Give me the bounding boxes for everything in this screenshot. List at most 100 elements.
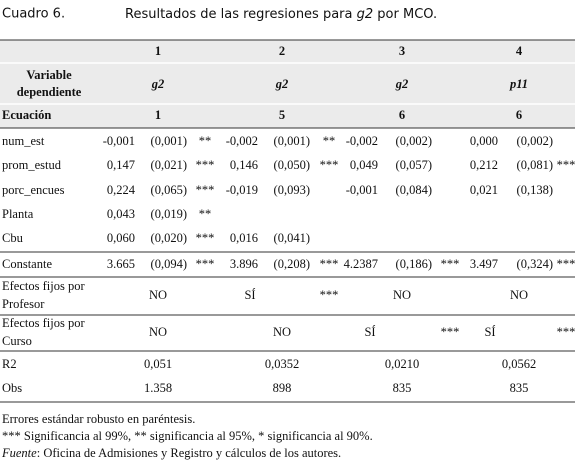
standard-error: (0,019) [151, 207, 187, 221]
fixed-effect-value: NO [149, 288, 167, 302]
equation-number: 6 [399, 108, 405, 122]
standard-error: (0,081) [517, 158, 553, 172]
significance: *** [196, 257, 215, 271]
coefficient: 0,000 [470, 134, 498, 148]
significance: *** [557, 325, 575, 339]
coefficient: -0,002 [346, 134, 378, 148]
row-label: porc_encues [2, 183, 65, 197]
row-label: R2 [2, 357, 17, 371]
row-label: Efectos fijos por [2, 316, 85, 330]
standard-error: (0,041) [274, 231, 310, 245]
coefficient: -0,001 [346, 183, 378, 197]
statistic: 898 [273, 381, 292, 395]
standard-error: (0,084) [396, 183, 432, 197]
coefficient: 0,224 [107, 183, 136, 197]
significance: *** [557, 257, 575, 271]
standard-error: (0,020) [151, 231, 187, 245]
standard-error: (0,186) [396, 257, 432, 271]
coefficient: 3.896 [230, 257, 258, 271]
column-number: 3 [399, 44, 405, 58]
dependent-variable: g2 [275, 77, 289, 91]
column-number: 4 [516, 44, 523, 58]
standard-error: (0,324) [517, 257, 553, 271]
significance: *** [441, 257, 460, 271]
standard-error: (0,208) [274, 257, 310, 271]
coefficient: 0,147 [107, 158, 135, 172]
statistic: 0,0562 [502, 357, 536, 371]
standard-error: (0,001) [274, 134, 310, 148]
header-band [0, 40, 575, 128]
fixed-effect-value: NO [393, 288, 411, 302]
row-label: Profesor [2, 297, 45, 311]
row-label: num_est [2, 134, 45, 148]
significance: ** [199, 134, 212, 148]
note: Errores estándar robusto en paréntesis. [2, 412, 195, 426]
fixed-effect-value: NO [273, 325, 291, 339]
fixed-effect-value: SÍ [244, 288, 255, 302]
standard-error: (0,093) [274, 183, 310, 197]
standard-error: (0,138) [517, 183, 553, 197]
coefficient: 0,021 [470, 183, 498, 197]
dependent-variable: p11 [509, 77, 528, 91]
standard-error: (0,065) [151, 183, 187, 197]
coefficient: -0,002 [226, 134, 258, 148]
table-title: Resultados de las regresiones para g2 po… [125, 7, 437, 22]
standard-error: (0,021) [151, 158, 187, 172]
significance: *** [320, 288, 339, 302]
significance: *** [320, 158, 339, 172]
coefficient: 0,049 [350, 158, 378, 172]
source-note: Fuente: Oficina de Admisiones y Registro… [1, 446, 341, 460]
row-label: Cbu [2, 231, 24, 245]
significance: *** [196, 231, 215, 245]
standard-error: (0,057) [396, 158, 432, 172]
coefficient: 4.2387 [344, 257, 378, 271]
row-label: Planta [2, 207, 34, 221]
header-label: dependiente [17, 85, 82, 99]
equation-number: 1 [155, 108, 161, 122]
note: *** Significancia al 99%, ** significanc… [2, 429, 373, 443]
coefficient: 0,146 [230, 158, 258, 172]
standard-error: (0,050) [274, 158, 310, 172]
row-label: Efectos fijos por [2, 279, 85, 293]
statistic: 1.358 [144, 381, 172, 395]
row-label: prom_estud [2, 158, 62, 172]
column-number: 2 [279, 44, 285, 58]
standard-error: (0,002) [517, 134, 553, 148]
coefficient: 0,043 [107, 207, 135, 221]
row-label: Curso [2, 334, 32, 348]
coefficient: 3.665 [107, 257, 135, 271]
coefficient: -0,001 [103, 134, 135, 148]
statistic: 0,0352 [265, 357, 299, 371]
standard-error: (0,094) [151, 257, 187, 271]
significance: *** [441, 325, 460, 339]
table-number: Cuadro 6. [2, 7, 65, 22]
coefficient: 0,016 [230, 231, 258, 245]
significance: *** [196, 183, 215, 197]
row-label: Constante [2, 257, 52, 271]
significance: *** [320, 257, 339, 271]
significance: *** [196, 158, 215, 172]
significance: ** [199, 207, 212, 221]
statistic: 835 [510, 381, 529, 395]
significance: *** [557, 158, 575, 172]
coefficient: 0,212 [470, 158, 498, 172]
coefficient: 3.497 [470, 257, 498, 271]
dependent-variable: g2 [395, 77, 409, 91]
fixed-effect-value: NO [149, 325, 167, 339]
standard-error: (0,002) [396, 134, 432, 148]
header-label: Variable [26, 68, 72, 82]
statistic: 0,0210 [385, 357, 419, 371]
standard-error: (0,001) [151, 134, 187, 148]
dependent-variable: g2 [151, 77, 165, 91]
header-label: Ecuación [2, 108, 51, 122]
row-label: Obs [2, 381, 22, 395]
coefficient: -0,019 [226, 183, 258, 197]
coefficient: 0,060 [107, 231, 135, 245]
statistic: 0,051 [144, 357, 172, 371]
significance: ** [323, 134, 336, 148]
fixed-effect-value: SÍ [484, 325, 495, 339]
column-number: 1 [155, 44, 161, 58]
statistic: 835 [393, 381, 412, 395]
equation-number: 6 [516, 108, 522, 122]
